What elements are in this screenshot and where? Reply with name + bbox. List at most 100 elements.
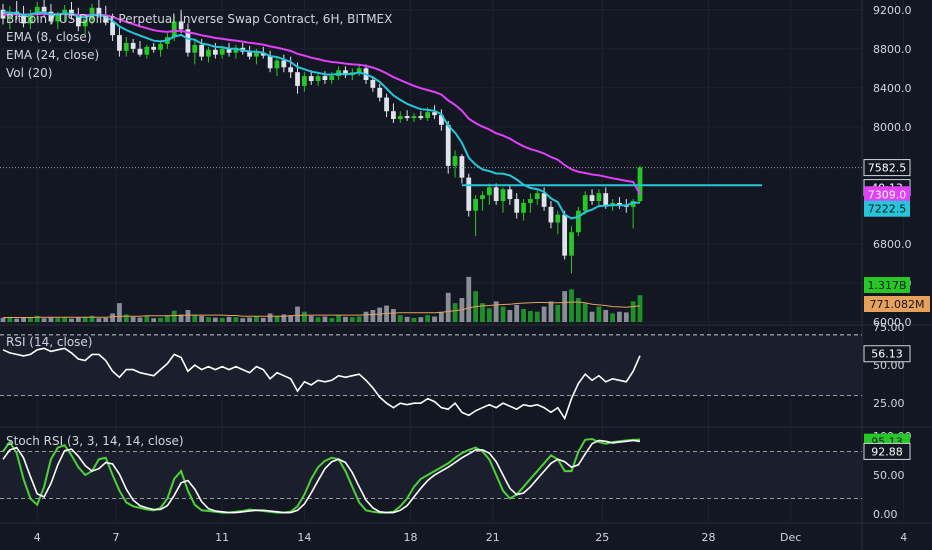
- volume-bar: [137, 317, 143, 322]
- stoch-rsi-title[interactable]: Stoch RSI (3, 3, 14, 14, close): [6, 434, 184, 448]
- legend-volume[interactable]: Vol (20): [6, 66, 53, 80]
- candle-body: [582, 195, 588, 211]
- volume-bar: [206, 317, 211, 322]
- time-tick-label: 28: [701, 531, 715, 544]
- volume-bar: [480, 303, 485, 322]
- candle-body: [55, 14, 61, 22]
- candle-body: [308, 76, 314, 81]
- volume-bar: [569, 289, 574, 322]
- volume-bar: [548, 301, 554, 322]
- candle-body: [541, 193, 547, 207]
- volume-bar: [329, 317, 335, 322]
- volume-bar: [7, 316, 13, 322]
- candle-body: [432, 112, 437, 116]
- volume-bar: [589, 311, 595, 322]
- volume-ma-tag-bg: [864, 296, 930, 312]
- rsi-value-tag-bg: [863, 345, 911, 363]
- rsi-pane: [2, 347, 641, 421]
- volume-bar: [404, 316, 410, 322]
- volume-bar: [370, 310, 376, 322]
- volume-bar: [596, 306, 602, 322]
- volume-ma-value-tag: 771.082M: [870, 298, 925, 311]
- candle-body: [151, 46, 157, 50]
- volume-bar: [610, 313, 615, 322]
- candle-body: [281, 60, 287, 68]
- price-candles: [0, 0, 643, 274]
- volume-bar: [603, 310, 609, 322]
- volume-bar: [301, 311, 307, 322]
- candle-body: [617, 202, 622, 205]
- volume-bars: [0, 276, 643, 322]
- candle-body: [343, 70, 348, 76]
- volume-bar: [247, 317, 252, 322]
- candle-body: [34, 6, 40, 14]
- axis-value-tags: 7582.540:137309.07222.51.317B771.082M56.…: [863, 159, 930, 460]
- price-tick-label: 6000.0: [873, 316, 912, 329]
- rsi-band-fill: [0, 334, 862, 396]
- candle-body: [500, 189, 506, 202]
- candle-body: [260, 52, 266, 56]
- volume-bar: [521, 308, 526, 322]
- volume-bar: [534, 311, 540, 322]
- time-tick-label: 14: [297, 531, 311, 544]
- candle-body: [212, 49, 218, 55]
- volume-bar: [48, 317, 54, 322]
- rsi-title[interactable]: RSI (14, close): [6, 335, 93, 349]
- volume-bar: [493, 301, 499, 322]
- chart-legend: Bitcoin / US Dollar Perpetual Inverse Sw…: [6, 10, 392, 82]
- candle-body: [452, 156, 458, 166]
- volume-bar: [336, 315, 342, 322]
- stoch-d-line: [2, 439, 641, 514]
- candle-body: [377, 87, 383, 98]
- time-axis[interactable]: 4 7 11 14 18 21 25 28 Dec 4: [34, 531, 907, 544]
- volume-bar: [432, 316, 437, 322]
- volume-bar: [254, 315, 259, 322]
- legend-ema8[interactable]: EMA (8, close): [6, 30, 92, 44]
- volume-bar: [171, 310, 177, 322]
- candle-body: [301, 76, 307, 86]
- price-tick-label: 6800.0: [873, 238, 912, 251]
- volume-bar: [178, 314, 184, 322]
- stoch-d-value-tag-bg: [863, 442, 911, 460]
- volume-bar: [14, 318, 20, 322]
- volume-bar: [630, 301, 636, 322]
- time-tick-label: Dec: [780, 531, 801, 544]
- symbol-title[interactable]: Bitcoin / US Dollar Perpetual Inverse Sw…: [6, 12, 393, 26]
- volume-bar: [486, 308, 492, 322]
- candle-body: [569, 232, 574, 256]
- candle-body: [178, 21, 184, 30]
- rsi-tick-label: 50.00: [873, 359, 905, 372]
- volume-bar: [69, 318, 74, 322]
- stoch-band-fill: [0, 451, 862, 499]
- candle-body: [158, 43, 163, 50]
- candle-body: [254, 52, 259, 57]
- volume-bar: [130, 316, 136, 322]
- volume-bar: [117, 303, 122, 322]
- candle-body: [418, 116, 424, 119]
- stoch-tick-label: 0.00: [873, 508, 898, 521]
- volume-bar: [438, 311, 444, 322]
- legend-ema24[interactable]: EMA (24, close): [6, 48, 100, 62]
- volume-bar: [75, 317, 81, 322]
- candle-body: [493, 187, 499, 202]
- time-tick-label: 18: [404, 531, 418, 544]
- volume-bar: [28, 317, 33, 322]
- time-tick-label: 4: [34, 531, 41, 544]
- candle-body: [206, 49, 211, 57]
- ema8-value-tag: 7222.5: [868, 203, 907, 216]
- time-tick-label: 7: [113, 531, 120, 544]
- volume-bar: [349, 317, 355, 322]
- volume-value-tag-bg: [864, 277, 910, 293]
- candle-body: [219, 48, 225, 55]
- volume-bar: [185, 310, 191, 322]
- candle-body: [103, 14, 109, 23]
- volume-bar: [617, 311, 622, 322]
- candle-body: [486, 187, 492, 196]
- stoch-d-value-tag: 92.88: [871, 445, 903, 458]
- stoch-k-line: [2, 437, 641, 514]
- candle-body: [123, 42, 129, 51]
- candle-body: [226, 48, 232, 53]
- candle-body: [575, 210, 581, 233]
- volume-bar: [391, 308, 396, 322]
